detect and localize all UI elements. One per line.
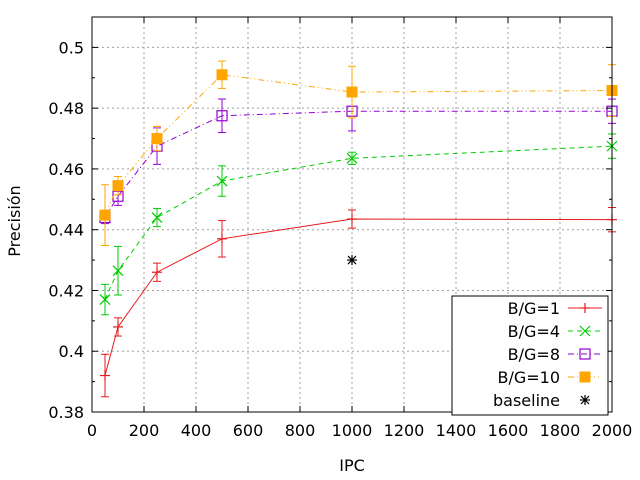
y-tick-label: 0.5 <box>59 38 84 57</box>
data-point <box>112 265 124 277</box>
data-point <box>216 175 228 187</box>
data-point <box>100 370 110 381</box>
series-b-g-10 <box>99 60 618 246</box>
series-b-g-4 <box>99 133 618 316</box>
series-line <box>104 74 613 216</box>
data-point <box>346 86 358 98</box>
series-line <box>104 218 613 376</box>
series-layer <box>99 60 618 398</box>
x-tick-label: 0 <box>87 421 97 440</box>
data-point <box>217 233 227 244</box>
y-axis-title: Precisión <box>5 185 24 256</box>
legend-entry: B/G=8 <box>508 345 602 364</box>
y-tick-label: 0.48 <box>48 99 84 118</box>
legend-marker <box>580 395 590 405</box>
data-point <box>112 180 124 192</box>
legend-label: B/G=4 <box>508 322 560 341</box>
data-point <box>347 255 357 266</box>
series-baseline <box>347 255 357 266</box>
legend-marker <box>579 325 591 337</box>
data-point <box>113 321 123 332</box>
data-point <box>99 294 111 306</box>
legend-box <box>451 295 609 416</box>
legend-label: baseline <box>493 391 560 410</box>
legend-label: B/G=1 <box>508 299 560 318</box>
legend-entry: baseline <box>493 391 590 410</box>
legend-entry: B/G=4 <box>508 322 602 341</box>
x-tick-label: 800 <box>285 421 316 440</box>
legend-marker <box>580 303 590 313</box>
axis-layer: 0 200 400 600 800 1000 1200 1400 1600 1800 2000 0.3… <box>48 17 632 440</box>
x-tick-label: 1400 <box>436 421 477 440</box>
y-tick-label: 0.4 <box>59 342 84 361</box>
data-point <box>152 267 162 278</box>
data-point <box>216 69 228 81</box>
data-point <box>347 214 357 225</box>
x-tick-label: 600 <box>233 421 264 440</box>
legend-marker <box>579 371 591 383</box>
legend: B/G=1 B/G=4 B/G=8 B/G=10 baseline <box>451 295 609 416</box>
y-tick-label: 0.38 <box>48 403 84 422</box>
legend-label: B/G=10 <box>497 368 560 387</box>
legend-marker <box>579 348 591 360</box>
x-tick-label: 1000 <box>332 421 373 440</box>
x-tick-label: 1600 <box>488 421 529 440</box>
data-point <box>99 209 111 221</box>
y-tick-label: 0.44 <box>48 221 84 240</box>
error-bar <box>218 98 226 133</box>
data-point <box>346 152 358 164</box>
x-tick-label: 200 <box>129 421 160 440</box>
x-tick-label: 1800 <box>540 421 581 440</box>
x-tick-label: 1200 <box>384 421 425 440</box>
y-tick-label: 0.46 <box>48 160 84 179</box>
series-line <box>104 110 612 218</box>
y-tick-label: 0.42 <box>48 281 84 300</box>
legend-entry: B/G=10 <box>497 368 602 387</box>
plot-frame <box>91 16 613 413</box>
data-point <box>151 133 163 145</box>
data-point <box>216 110 228 122</box>
legend-label: B/G=8 <box>508 345 560 364</box>
data-point <box>151 212 163 223</box>
x-tick-label: 400 <box>181 421 212 440</box>
x-tick-label: 2000 <box>592 421 633 440</box>
legend-entry: B/G=1 <box>508 299 602 318</box>
x-axis-title: IPC <box>339 456 365 475</box>
